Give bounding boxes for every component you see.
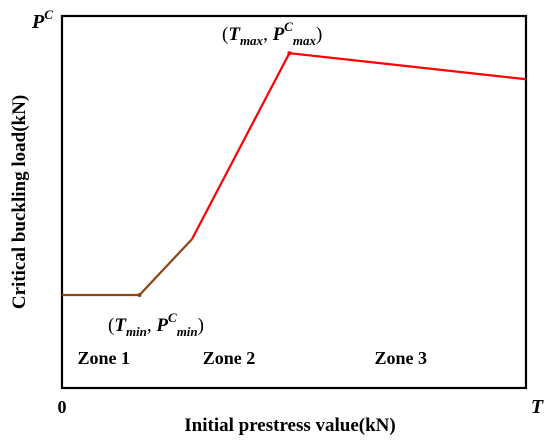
annotation-point-max — [287, 51, 292, 56]
x-axis-origin-label: 0 — [58, 397, 67, 417]
annotation-max-point: (Tmax, PCmax) — [222, 19, 322, 48]
series-line-1 — [62, 238, 193, 297]
series-line-2 — [190, 52, 527, 240]
x-axis-title: Initial prestress value(kN) — [184, 415, 395, 436]
annotation-point-min — [137, 293, 142, 297]
y-axis-title: Critical buckling load(kN) — [9, 95, 30, 309]
zone-label-2: Zone 2 — [203, 348, 256, 368]
annotation-min-point: (Tmin, PCmin) — [108, 310, 204, 339]
series-layer — [62, 52, 527, 297]
zone-label-1: Zone 1 — [78, 348, 131, 368]
x-axis-end-label: T — [531, 396, 544, 418]
points-layer — [137, 51, 292, 297]
zone-label-3: Zone 3 — [374, 348, 427, 368]
plot-frame — [60, 14, 528, 390]
y-axis-end-label: PC — [31, 7, 53, 33]
